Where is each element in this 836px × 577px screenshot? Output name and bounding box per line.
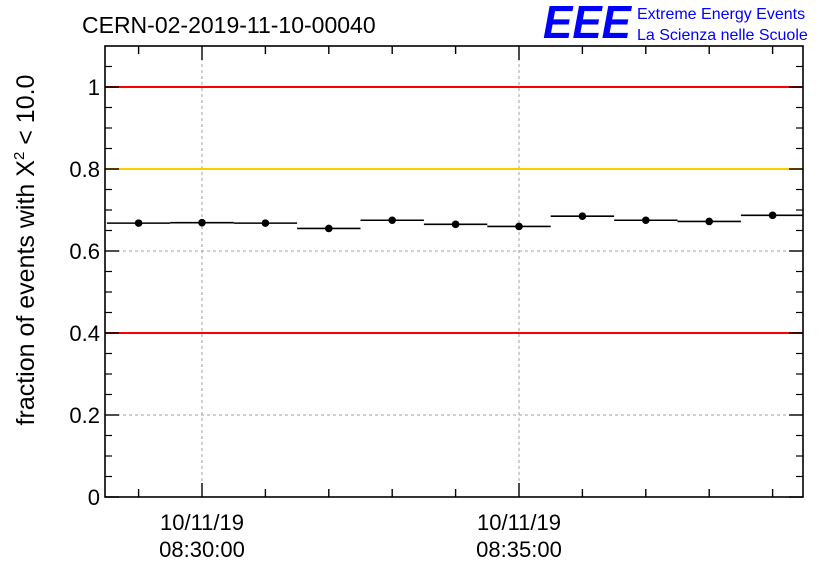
data-point [451, 220, 460, 229]
ticks-layer: 00.20.40.60.8110/11/1908:30:0010/11/1908… [69, 46, 803, 562]
chart-title: CERN-02-2019-11-10-00040 [82, 12, 376, 38]
y-tick-label: 0 [88, 485, 100, 510]
reference-lines-layer [105, 86, 803, 334]
data-point [768, 211, 777, 220]
x-tick-label-date: 10/11/19 [477, 510, 561, 535]
grid-layer [105, 46, 803, 497]
data-point [578, 212, 587, 220]
y-axis-label-suffix: < 10.0 [12, 75, 40, 152]
data-point [134, 219, 143, 227]
logo-tagline-2: La Scienza nelle Scuole [637, 27, 808, 44]
y-tick-label: 0.4 [69, 321, 100, 346]
data-point [515, 222, 523, 231]
y-axis-label-prefix: fraction of events with X [12, 160, 40, 426]
x-tick-label-time: 08:30:00 [159, 537, 245, 562]
data-point [325, 224, 333, 233]
x-tick-label-time: 08:35:00 [476, 537, 562, 562]
data-point [705, 217, 713, 226]
y-tick-label: 0.6 [69, 239, 100, 264]
eee-logo: EEE [543, 0, 632, 48]
data-point [198, 218, 206, 227]
logo-tagline-1: Extreme Energy Events [637, 6, 805, 23]
data-point [642, 216, 650, 225]
y-tick-label: 0.2 [69, 403, 100, 428]
x-tick-label-date: 10/11/19 [160, 510, 244, 535]
y-axis-label-sup: 2 [11, 152, 28, 160]
y-tick-label: 0.8 [69, 157, 100, 182]
data-point [388, 216, 397, 225]
plot-frame [104, 45, 804, 498]
data-layer [106, 211, 803, 233]
y-tick-label: 1 [88, 75, 100, 100]
data-point [261, 219, 270, 227]
y-axis-label: fraction of events with X2 < 10.0 [11, 75, 40, 426]
